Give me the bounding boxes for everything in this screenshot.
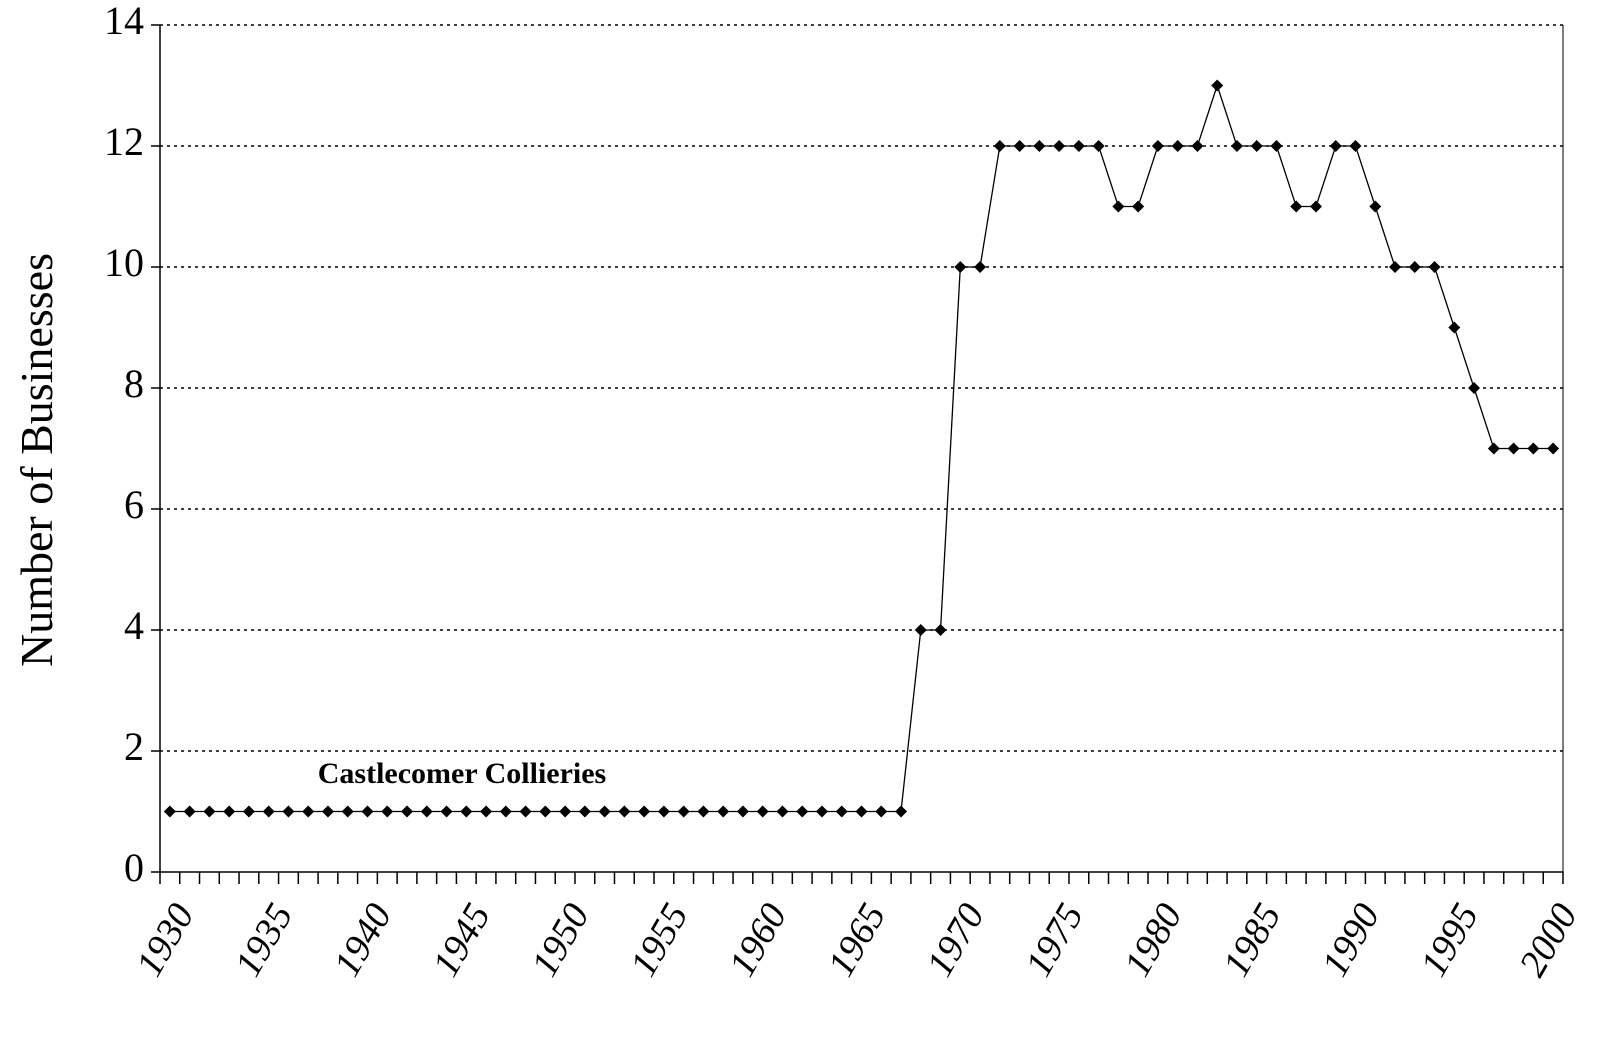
x-tick-label: 1985 xyxy=(1215,897,1289,984)
y-tick-label: 8 xyxy=(124,361,144,406)
data-point xyxy=(993,140,1006,152)
data-point xyxy=(578,805,591,818)
data-point xyxy=(262,805,275,818)
data-line xyxy=(169,83,1554,813)
x-tick-label: 1960 xyxy=(721,897,795,984)
data-point xyxy=(1448,321,1461,334)
y-tick-label: 0 xyxy=(124,845,144,890)
data-point xyxy=(717,805,730,818)
data-point xyxy=(1547,442,1560,455)
y-axis-title: Number of Businesses xyxy=(11,253,62,667)
data-point xyxy=(1329,140,1342,152)
data-point xyxy=(341,805,354,818)
data-point xyxy=(420,805,433,818)
x-tick-label: 1995 xyxy=(1413,897,1487,984)
x-tick-label: 1990 xyxy=(1314,897,1388,984)
data-point xyxy=(815,805,828,818)
data-point xyxy=(1191,140,1204,152)
x-tick-label: 1970 xyxy=(919,897,993,984)
data-point xyxy=(460,805,473,818)
data-point xyxy=(1527,442,1540,455)
data-point xyxy=(756,805,769,818)
data-point xyxy=(1072,140,1085,152)
annotation: Castlecomer Collieries xyxy=(318,757,607,790)
data-point xyxy=(321,805,334,818)
data-point xyxy=(539,805,552,818)
data-point xyxy=(697,805,710,818)
data-point xyxy=(1230,140,1243,152)
data-point xyxy=(1092,140,1105,152)
data-point xyxy=(203,805,216,818)
data-point xyxy=(282,805,295,818)
data-point xyxy=(855,805,868,818)
y-tick-label: 6 xyxy=(124,482,144,527)
data-point xyxy=(638,805,651,818)
data-point xyxy=(302,805,315,818)
data-point xyxy=(1171,140,1184,152)
x-tick-label: 1950 xyxy=(523,897,597,984)
x-tick-label: 1935 xyxy=(227,897,301,984)
data-point xyxy=(914,624,927,636)
data-point xyxy=(559,805,572,818)
data-point xyxy=(598,805,611,818)
data-point xyxy=(875,805,888,818)
data-point xyxy=(1033,140,1046,152)
data-point xyxy=(677,805,690,818)
data-point xyxy=(1408,261,1421,273)
x-tick-label: 1955 xyxy=(622,897,696,984)
data-point xyxy=(974,261,987,273)
data-point xyxy=(1389,261,1402,273)
data-point xyxy=(480,805,493,818)
data-point xyxy=(1290,200,1303,213)
data-point xyxy=(163,805,176,818)
data-point xyxy=(440,805,453,818)
data-point xyxy=(401,805,414,818)
y-tick-label: 10 xyxy=(104,240,144,285)
data-point xyxy=(1369,200,1382,213)
data-point xyxy=(1211,79,1224,92)
data-point xyxy=(519,805,532,818)
data-point xyxy=(223,805,236,818)
data-point xyxy=(1349,140,1362,152)
data-point xyxy=(776,805,789,818)
y-tick-label: 12 xyxy=(104,119,144,164)
x-tick-label: 1940 xyxy=(326,897,400,984)
data-point xyxy=(1270,140,1283,152)
x-tick-label: 1980 xyxy=(1116,897,1190,984)
data-point xyxy=(183,805,196,818)
data-point xyxy=(934,624,947,636)
data-point xyxy=(796,805,809,818)
y-tick-label: 14 xyxy=(104,0,144,43)
data-point xyxy=(1053,140,1066,152)
data-point xyxy=(361,805,374,818)
x-tick-label: 1930 xyxy=(128,897,202,984)
data-point xyxy=(618,805,631,818)
data-point xyxy=(242,805,255,818)
data-point xyxy=(1151,140,1164,152)
data-point xyxy=(1250,140,1263,152)
data-point xyxy=(1507,442,1520,455)
data-point xyxy=(499,805,512,818)
data-point xyxy=(1309,200,1322,213)
data-point xyxy=(1112,200,1125,213)
x-tick-label: 1965 xyxy=(820,897,894,984)
y-tick-label: 4 xyxy=(124,603,144,648)
data-point xyxy=(1468,382,1481,394)
data-point xyxy=(1487,442,1500,455)
x-tick-label: 1975 xyxy=(1017,897,1091,984)
data-point xyxy=(895,805,908,818)
x-tick-label: 2000 xyxy=(1511,897,1585,984)
data-point xyxy=(954,261,967,273)
data-point xyxy=(657,805,670,818)
data-point xyxy=(1013,140,1026,152)
y-tick-label: 2 xyxy=(124,724,144,769)
data-point xyxy=(1132,200,1145,213)
x-tick-label: 1945 xyxy=(425,897,499,984)
data-point xyxy=(1428,261,1441,273)
data-point xyxy=(835,805,848,818)
data-point xyxy=(736,805,749,818)
data-point xyxy=(381,805,394,818)
